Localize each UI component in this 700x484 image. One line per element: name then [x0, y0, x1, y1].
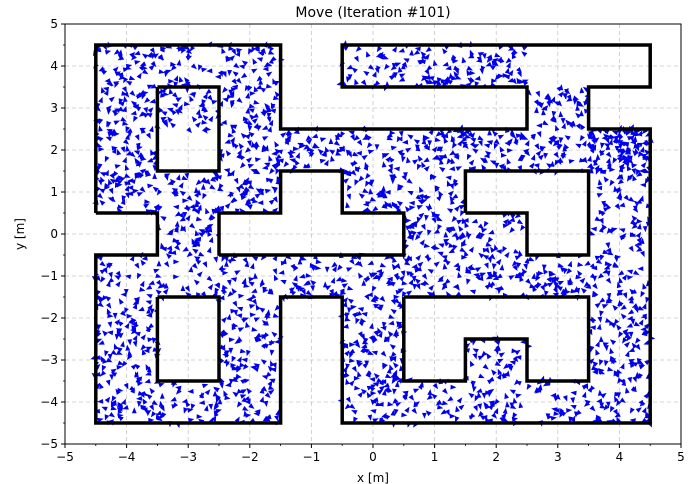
x-tick-label: 2 [492, 450, 500, 464]
y-tick-label: 5 [50, 17, 58, 31]
chart-title: Move (Iteration #101) [295, 5, 450, 21]
y-tick-label: 1 [50, 185, 58, 199]
particle-arrows [90, 40, 656, 429]
wall-3 [463, 169, 591, 257]
map-walls [94, 43, 652, 425]
x-tick-label: −4 [118, 450, 136, 464]
y-tick-label: −1 [40, 269, 58, 283]
x-axis: −5 −4 −3 −2 −1 0 1 2 3 4 5 [56, 444, 685, 464]
y-tick-label: 4 [50, 59, 58, 73]
plot-area [64, 23, 682, 445]
wall-1 [155, 85, 221, 173]
x-tick-label: 5 [677, 450, 685, 464]
particles [90, 40, 656, 429]
x-axis-label: x [m] [357, 471, 389, 484]
y-tick-label: −2 [40, 311, 58, 325]
wall-2 [217, 169, 406, 257]
x-tick-label: 0 [369, 450, 377, 464]
y-tick-label: 2 [50, 143, 58, 157]
y-axis-label: y [m] [13, 218, 27, 250]
wall-0 [94, 43, 652, 425]
x-tick-label: −1 [303, 450, 321, 464]
x-tick-label: 4 [616, 450, 624, 464]
wall-4 [155, 295, 221, 383]
y-tick-label: −3 [40, 353, 58, 367]
x-tick-label: −3 [179, 450, 197, 464]
wall-5 [402, 295, 591, 383]
y-axis: −5 −4 −3 −2 −1 0 1 2 3 4 5 [40, 17, 65, 451]
x-tick-label: −5 [56, 450, 74, 464]
y-tick-label: 0 [50, 227, 58, 241]
x-tick-label: 3 [554, 450, 562, 464]
y-tick-label: −5 [40, 437, 58, 451]
y-tick-label: −4 [40, 395, 58, 409]
x-tick-label: −2 [241, 450, 259, 464]
y-tick-label: 3 [50, 101, 58, 115]
x-tick-label: 1 [431, 450, 439, 464]
